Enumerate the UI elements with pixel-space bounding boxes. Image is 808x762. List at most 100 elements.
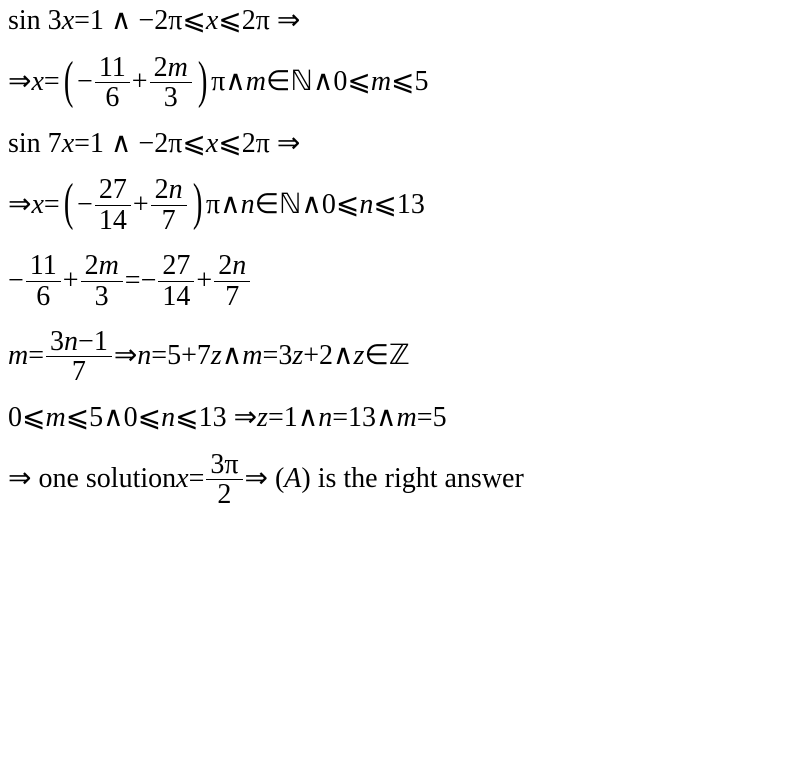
denominator: 7	[214, 282, 250, 311]
text: ∈ℕ∧0⩽	[255, 190, 360, 221]
line-2: ⇒ x = ( − 11 6 + 2m 3 ) π∧ m ∈ℕ∧0⩽ m ⩽5	[8, 53, 800, 113]
fraction: 2n 7	[214, 251, 250, 311]
line-1: sin 3 x =1 ∧ −2π⩽ x ⩽2π ⇒	[8, 6, 800, 37]
text: π∧	[211, 67, 246, 98]
right-paren: )	[193, 182, 203, 224]
text: =1 ∧ −2π⩽	[74, 129, 206, 160]
fraction: 3π 2	[206, 450, 242, 510]
denominator: 2	[206, 480, 242, 509]
text: =3	[263, 341, 293, 372]
numerator: 2n	[214, 251, 250, 281]
plus: +	[133, 190, 149, 221]
text: =13∧	[332, 403, 396, 434]
text: =	[28, 341, 44, 372]
left-paren: (	[64, 182, 74, 224]
fraction: 3n−1 7	[46, 327, 112, 387]
text: ⇒	[8, 67, 31, 98]
text: ) is the right answer	[301, 464, 523, 495]
text: +2∧	[303, 341, 353, 372]
denominator: 14	[95, 206, 131, 235]
text: =	[44, 67, 60, 98]
plus: +	[132, 67, 148, 98]
fraction: 11 6	[95, 53, 130, 113]
right-paren: )	[198, 60, 208, 102]
text: ⇒ one solution	[8, 464, 176, 495]
var-A: A	[284, 464, 301, 495]
text: ⩽13 ⇒	[175, 403, 257, 434]
numerator: 11	[95, 53, 130, 83]
var-m: m	[45, 403, 65, 434]
var-x: x	[176, 464, 188, 495]
var-m: m	[8, 341, 28, 372]
left-paren: (	[64, 60, 74, 102]
math-solution: sin 3 x =1 ∧ −2π⩽ x ⩽2π ⇒ ⇒ x = ( − 11 6…	[0, 0, 808, 762]
text: ∈ℕ∧0⩽	[266, 67, 371, 98]
minus: −	[8, 266, 24, 297]
numerator: 11	[26, 251, 61, 281]
var-z: z	[354, 341, 365, 372]
text: ⩽5∧0⩽	[66, 403, 161, 434]
var-z: z	[211, 341, 222, 372]
denominator: 3	[81, 282, 123, 311]
var-n: n	[359, 190, 373, 221]
numerator: 2m	[81, 251, 123, 281]
fraction: 27 14	[95, 175, 131, 235]
plus: +	[63, 266, 79, 297]
var-n: n	[318, 403, 332, 434]
text: =1∧	[268, 403, 318, 434]
line-7: 0⩽ m ⩽5∧0⩽ n ⩽13 ⇒ z =1∧ n =13∧ m =5	[8, 403, 800, 434]
text: sin 3	[8, 6, 62, 37]
text: ⇒	[8, 190, 31, 221]
line-5: − 11 6 + 2m 3 =− 27 14 + 2n 7	[8, 251, 800, 311]
var-n: n	[161, 403, 175, 434]
numerator: 3n−1	[46, 327, 112, 357]
text: ⇒	[114, 341, 137, 372]
denominator: 6	[95, 83, 130, 112]
text: ⇒ (	[245, 464, 285, 495]
var-m: m	[246, 67, 266, 98]
fraction: 2m 3	[150, 53, 192, 113]
var-x: x	[206, 6, 218, 37]
fraction: 2m 3	[81, 251, 123, 311]
text: 0⩽	[8, 403, 45, 434]
var-z: z	[292, 341, 303, 372]
fraction: 27 14	[158, 251, 194, 311]
minus: −	[77, 67, 93, 98]
denominator: 7	[46, 357, 112, 386]
line-6: m = 3n−1 7 ⇒ n =5+7 z ∧ m =3 z +2∧ z ∈ℤ	[8, 327, 800, 387]
denominator: 7	[151, 206, 187, 235]
var-z: z	[257, 403, 268, 434]
var-m: m	[371, 67, 391, 98]
line-8: ⇒ one solution x = 3π 2 ⇒ ( A ) is the r…	[8, 450, 800, 510]
line-4: ⇒ x = ( − 27 14 + 2n 7 ) π∧ n ∈ℕ∧0⩽ n ⩽1…	[8, 175, 800, 235]
text: ⩽5	[391, 67, 428, 98]
fraction: 11 6	[26, 251, 61, 311]
numerator: 27	[158, 251, 194, 281]
text: =	[44, 190, 60, 221]
fraction: 2n 7	[151, 175, 187, 235]
text: ⩽2π ⇒	[218, 6, 300, 37]
text: =5	[417, 403, 447, 434]
text: =−	[125, 266, 157, 297]
var-n: n	[241, 190, 255, 221]
text: sin 7	[8, 129, 62, 160]
var-x: x	[62, 6, 74, 37]
numerator: 2n	[151, 175, 187, 205]
text: =1 ∧ −2π⩽	[74, 6, 206, 37]
numerator: 3π	[206, 450, 242, 480]
var-x: x	[206, 129, 218, 160]
var-m: m	[397, 403, 417, 434]
numerator: 2m	[150, 53, 192, 83]
text: π∧	[206, 190, 241, 221]
text: ∧	[222, 341, 243, 372]
text: ⩽13	[373, 190, 424, 221]
var-n: n	[137, 341, 151, 372]
text: =5+7	[151, 341, 211, 372]
var-m: m	[242, 341, 262, 372]
var-x: x	[31, 190, 43, 221]
plus: +	[196, 266, 212, 297]
var-x: x	[31, 67, 43, 98]
minus: −	[77, 190, 93, 221]
text: ∈ℤ	[364, 341, 409, 372]
var-x: x	[62, 129, 74, 160]
